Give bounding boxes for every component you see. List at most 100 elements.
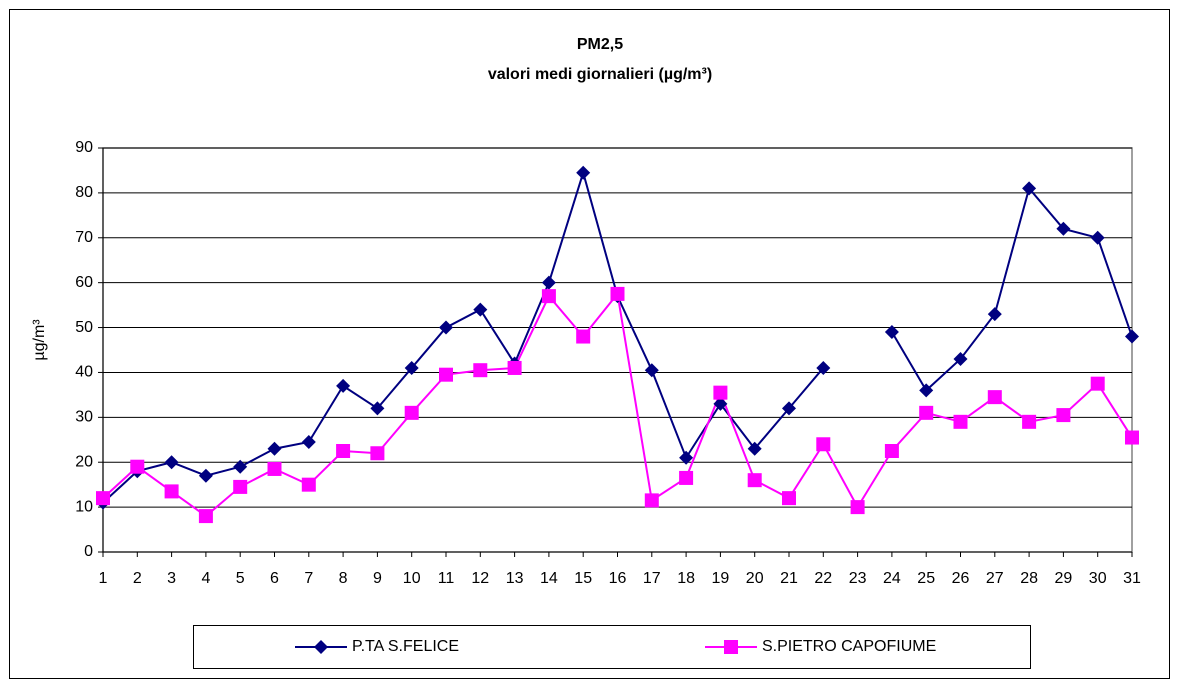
data-point (198, 509, 213, 524)
data-point (679, 470, 694, 485)
data-point (1125, 329, 1139, 344)
data-point (782, 401, 796, 416)
x-tick-label: 4 (201, 570, 210, 587)
x-tick-label: 10 (403, 570, 421, 587)
x-tick-label: 17 (643, 570, 661, 587)
data-point (439, 367, 453, 382)
x-tick-label: 28 (1020, 570, 1038, 587)
data-point (850, 500, 865, 515)
data-point (1022, 414, 1037, 429)
x-tick-label: 30 (1089, 570, 1107, 587)
data-point (987, 390, 1002, 405)
data-point (164, 455, 179, 470)
data-point (919, 383, 934, 398)
data-point (884, 325, 899, 340)
x-tick-label: 19 (712, 570, 730, 587)
x-tick-label: 21 (780, 570, 798, 587)
data-point (541, 275, 556, 290)
x-tick-label: 3 (167, 570, 176, 587)
data-point (473, 363, 488, 378)
data-point (370, 401, 385, 416)
data-point (507, 360, 522, 375)
legend-marker (724, 640, 738, 654)
legend-label: P.TA S.FELICE (352, 638, 459, 655)
data-point (576, 329, 591, 344)
data-point (987, 307, 1002, 322)
chart-title: PM2,5 (577, 36, 623, 53)
data-point (301, 477, 316, 492)
data-point (816, 360, 831, 375)
data-point (953, 414, 968, 429)
x-tick-label: 15 (574, 570, 592, 587)
data-point (644, 363, 659, 378)
data-point (439, 320, 453, 335)
data-point (267, 441, 282, 456)
x-tick-label: 29 (1055, 570, 1073, 587)
data-point (130, 459, 145, 474)
data-point (370, 446, 385, 461)
data-point (164, 484, 179, 499)
chart-subtitle: valori medi giornalieri (µg/m³) (488, 66, 712, 83)
data-point (576, 165, 591, 180)
data-point (1125, 430, 1139, 445)
data-point (1022, 181, 1037, 196)
y-tick-label: 0 (84, 543, 93, 560)
y-tick-label: 20 (75, 453, 93, 470)
data-point (541, 289, 556, 304)
x-tick-label: 25 (917, 570, 935, 587)
data-point (404, 405, 419, 420)
x-tick-label: 12 (471, 570, 489, 587)
x-tick-label: 22 (814, 570, 832, 587)
x-tick-label: 26 (952, 570, 970, 587)
y-tick-label: 50 (75, 319, 93, 336)
data-point (747, 473, 762, 488)
data-point (713, 396, 728, 411)
data-point (1056, 221, 1071, 236)
data-point (301, 435, 316, 450)
x-tick-label: 20 (746, 570, 764, 587)
data-point (404, 360, 419, 375)
y-tick-label: 40 (75, 364, 93, 381)
data-point (713, 385, 728, 400)
x-tick-label: 8 (339, 570, 348, 587)
data-point (198, 468, 213, 483)
data-point (782, 491, 796, 506)
series-line (102, 169, 1133, 504)
legend-marker (314, 640, 328, 654)
x-tick-label: 16 (609, 570, 627, 587)
x-tick-label: 13 (506, 570, 524, 587)
data-point (884, 444, 899, 458)
data-point (267, 461, 282, 476)
x-tick-label: 1 (99, 570, 108, 587)
y-tick-label: 80 (75, 184, 93, 201)
data-point (233, 459, 248, 474)
y-tick-label: 60 (75, 274, 93, 291)
data-point (610, 286, 625, 301)
plot-area (102, 147, 1133, 553)
data-point (1056, 408, 1071, 423)
x-tick-label: 24 (883, 570, 901, 587)
x-tick-label: 6 (270, 570, 279, 587)
data-point (1090, 230, 1105, 245)
data-point (233, 479, 248, 494)
x-tick-label: 2 (133, 570, 142, 587)
data-point (644, 493, 659, 508)
x-tick-label: 11 (438, 570, 455, 587)
data-point (336, 378, 351, 393)
x-tick-label: 23 (849, 570, 867, 587)
data-point (96, 491, 110, 506)
x-tick-label: 31 (1123, 570, 1141, 587)
data-point (919, 405, 934, 420)
data-point (953, 351, 968, 366)
x-tick-label: 27 (986, 570, 1004, 587)
y-tick-label: 90 (75, 139, 93, 156)
legend-label: S.PIETRO CAPOFIUME (762, 638, 936, 655)
x-tick-label: 18 (677, 570, 695, 587)
y-tick-label: 70 (75, 229, 93, 246)
y-axis-label: µg/m³ (31, 319, 48, 361)
y-tick-label: 30 (75, 409, 93, 426)
y-tick-label: 10 (75, 498, 93, 515)
x-tick-label: 14 (540, 570, 558, 587)
x-tick-label: 5 (236, 570, 245, 587)
